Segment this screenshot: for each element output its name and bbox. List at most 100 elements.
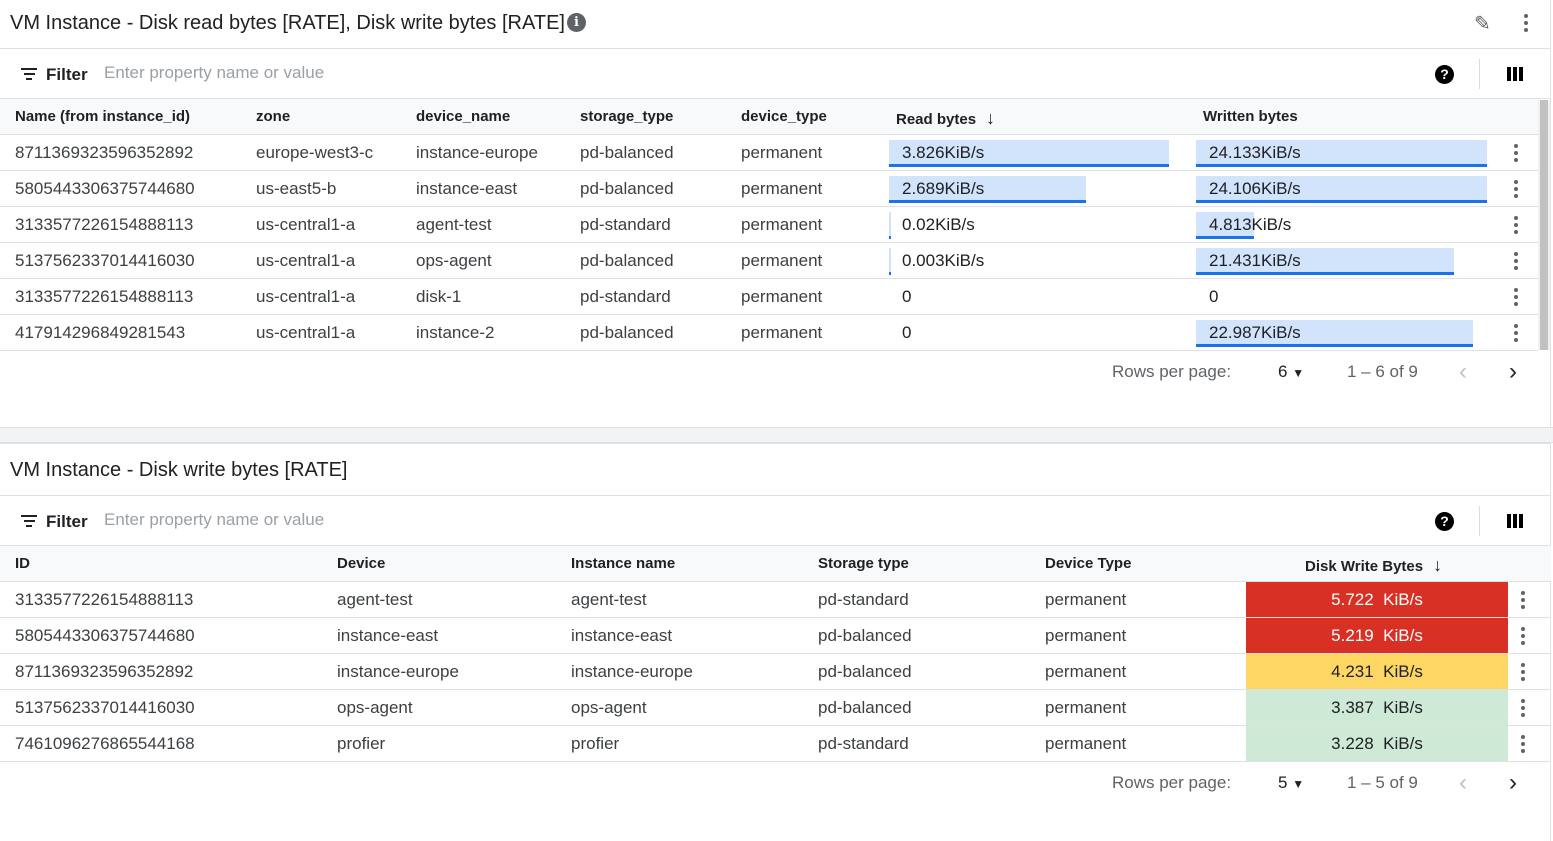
cell-dtype: permanent — [741, 323, 823, 342]
row-menu-icon[interactable] — [1521, 735, 1525, 756]
column-header-label: Device — [337, 555, 386, 572]
column-header[interactable]: ID — [15, 555, 30, 572]
column-header[interactable]: Device — [337, 555, 385, 572]
bottom-table-widget: VM Instance - Disk write bytes [RATE] Fi… — [0, 443, 1551, 841]
column-picker-icon[interactable] — [1507, 514, 1523, 528]
cell-dtype: permanent — [741, 251, 823, 270]
next-page-icon[interactable]: › — [1509, 358, 1517, 385]
column-header[interactable]: Instance name — [571, 555, 675, 572]
cell-name: 5137562337014416030 — [15, 251, 195, 270]
table-row: 5805443306375744680 us-east5-b instance-ea… — [0, 171, 1538, 207]
row-menu-icon[interactable] — [1521, 591, 1525, 612]
column-header-label: Read bytes — [896, 111, 977, 128]
cell-written-bytes: 0 — [1209, 287, 1219, 306]
table-header: ID Device Instance name Storage type Device … — [0, 546, 1551, 582]
written-bytes-bar — [1196, 320, 1474, 347]
read-bytes-bar — [889, 248, 891, 275]
cell-device: instance-europe — [337, 662, 459, 681]
cell-device: profier — [337, 734, 386, 753]
more-options-icon[interactable] — [1524, 14, 1528, 35]
rows-per-page-label: Rows per page: — [1112, 773, 1232, 792]
cell-storage: pd-balanced — [818, 626, 912, 645]
help-icon[interactable]: ? — [1435, 65, 1454, 84]
table-row: 3133577226154888113 us-central1-a disk-1 pd… — [0, 279, 1538, 315]
cell-zone: us-east5-b — [256, 179, 337, 198]
cell-read-bytes: 0 — [902, 323, 912, 342]
cell-id: 3133577226154888113 — [15, 590, 194, 609]
column-header[interactable]: device_type — [741, 108, 827, 125]
rows-per-page-select[interactable]: 5 ▼ — [1278, 773, 1304, 793]
sort-desc-icon[interactable]: ↓ — [986, 108, 996, 128]
prev-page-icon[interactable]: ‹ — [1459, 769, 1467, 796]
column-header[interactable]: Name (from instance_id) — [15, 108, 190, 125]
column-header-label: Instance name — [571, 555, 676, 572]
cell-storage: pd-standard — [818, 590, 909, 609]
page-range: 1 – 6 of 9 — [1347, 362, 1418, 381]
filter-label: Filter — [46, 512, 88, 531]
rows-per-page-select[interactable]: 6 ▼ — [1278, 362, 1304, 382]
cell-storage: pd-balanced — [580, 143, 674, 162]
column-header[interactable]: storage_type — [580, 108, 673, 125]
row-menu-icon[interactable] — [1521, 627, 1525, 648]
column-header[interactable]: zone — [256, 108, 290, 125]
cell-name: 417914296849281543 — [15, 323, 186, 342]
cell-zone: europe-west3-c — [256, 143, 374, 162]
column-header[interactable]: Storage type — [818, 555, 909, 572]
filter-input[interactable] — [104, 510, 704, 530]
column-picker-icon[interactable] — [1507, 67, 1523, 81]
divider — [1479, 506, 1480, 536]
cell-zone: us-central1-a — [256, 323, 356, 342]
help-icon[interactable]: ? — [1435, 512, 1454, 531]
row-menu-icon[interactable] — [1521, 663, 1525, 684]
column-header[interactable]: device_name — [416, 108, 510, 125]
sort-desc-icon[interactable]: ↓ — [1433, 555, 1443, 575]
filter-bar: Filter ? — [0, 495, 1551, 546]
cell-disk-write-bytes: 3.228 KiB/s — [1246, 726, 1508, 761]
written-bytes-bar — [1196, 212, 1255, 239]
cell-name: 8711369323596352892 — [15, 143, 194, 162]
column-header-label: Written bytes — [1203, 108, 1298, 125]
row-menu-icon[interactable] — [1521, 699, 1525, 720]
read-bytes-bar — [889, 176, 1086, 203]
column-header[interactable]: Read bytes ↓ — [896, 108, 995, 129]
table-row: 7461096276865544168 profier profier pd-stan… — [0, 726, 1551, 762]
prev-page-icon[interactable]: ‹ — [1459, 358, 1467, 385]
column-header-label: Name (from instance_id) — [15, 108, 191, 125]
cell-dtype: permanent — [1045, 662, 1127, 681]
cell-device: disk-1 — [416, 287, 462, 306]
scrollbar[interactable] — [1538, 100, 1550, 350]
row-menu-icon[interactable] — [1514, 216, 1518, 237]
cell-dtype: permanent — [1045, 626, 1127, 645]
cell-instance: agent-test — [571, 590, 647, 609]
cell-id: 7461096276865544168 — [15, 734, 195, 753]
filter-icon — [21, 68, 37, 83]
cell-written-bytes: 24.133KiB/s — [1209, 143, 1301, 162]
cell-dtype: permanent — [1045, 590, 1127, 609]
cell-dtype: permanent — [741, 179, 823, 198]
row-menu-icon[interactable] — [1514, 288, 1518, 309]
page-range: 1 – 5 of 9 — [1347, 773, 1418, 792]
cell-storage: pd-standard — [580, 287, 671, 306]
cell-instance: instance-europe — [571, 662, 693, 681]
written-bytes-bar — [1196, 248, 1455, 275]
row-menu-icon[interactable] — [1514, 144, 1518, 165]
cell-read-bytes: 3.826KiB/s — [902, 143, 985, 162]
cell-instance: ops-agent — [571, 698, 647, 717]
column-header[interactable]: Device Type — [1045, 555, 1131, 572]
cell-written-bytes: 24.106KiB/s — [1209, 179, 1301, 198]
row-menu-icon[interactable] — [1514, 252, 1518, 273]
info-icon[interactable]: i — [567, 13, 586, 32]
written-bytes-bar — [1196, 176, 1487, 203]
edit-icon[interactable]: ✎ — [1474, 13, 1491, 35]
next-page-icon[interactable]: › — [1509, 769, 1517, 796]
table-row: 3133577226154888113 us-central1-a agent-te… — [0, 207, 1538, 243]
filter-input[interactable] — [104, 63, 704, 83]
dropdown-icon: ▼ — [1292, 366, 1305, 380]
column-header[interactable]: Disk Write Bytes ↓ — [1305, 555, 1442, 576]
cell-disk-write-bytes: 5.219 KiB/s — [1246, 618, 1508, 653]
cell-storage: pd-balanced — [818, 698, 912, 717]
row-menu-icon[interactable] — [1514, 180, 1518, 201]
column-header[interactable]: Written bytes — [1203, 108, 1298, 125]
cell-device: instance-europe — [416, 143, 538, 162]
row-menu-icon[interactable] — [1514, 324, 1518, 345]
